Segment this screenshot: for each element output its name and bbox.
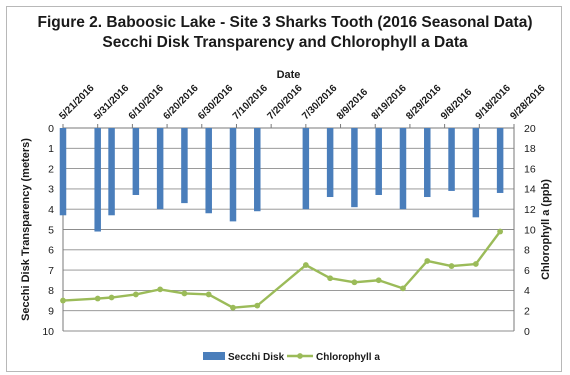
right-tick-label: 6	[524, 265, 530, 277]
right-tick-label: 14	[524, 184, 536, 196]
left-tick-label: 10	[42, 326, 54, 338]
chlorophyll-point	[400, 285, 406, 292]
left-tick-label: 2	[48, 163, 54, 175]
secchi-bar	[108, 128, 115, 216]
date-tick-label: 8/9/2016	[335, 87, 371, 123]
secchi-bar	[326, 128, 334, 198]
left-tick-label: 4	[48, 204, 54, 216]
date-tick-label: 5/31/2016	[92, 83, 132, 123]
date-tick-label: 7/30/2016	[300, 83, 340, 123]
date-tick-label: 6/10/2016	[127, 83, 167, 123]
secchi-bar	[132, 128, 140, 195]
chlorophyll-point	[327, 275, 334, 282]
date-tick-label: 5/21/2016	[57, 83, 97, 123]
right-tick-label: 18	[524, 143, 536, 155]
chlorophyll-point	[60, 297, 66, 304]
right-tick-label: 2	[524, 306, 530, 318]
chlorophyll-point	[254, 302, 261, 309]
left-tick-label: 9	[48, 306, 54, 318]
left-tick-label: 5	[48, 224, 54, 236]
right-tick-label: 20	[524, 123, 536, 135]
secchi-bar	[302, 128, 310, 210]
chlorophyll-point	[497, 228, 504, 235]
date-tick-label: 7/20/2016	[265, 83, 305, 123]
left-tick-label: 3	[48, 184, 54, 196]
chlorophyll-point	[181, 290, 188, 297]
left-tick-label: 7	[48, 265, 54, 277]
secchi-bar	[448, 128, 455, 191]
chlorophyll-point	[302, 262, 309, 268]
chlorophyll-point	[108, 294, 115, 301]
secchi-bar	[254, 128, 261, 212]
secchi-bar	[375, 128, 382, 195]
right-tick-label: 4	[524, 285, 530, 297]
left-tick-label: 8	[48, 285, 54, 297]
chlorophyll-point	[351, 279, 358, 286]
chlorophyll-point	[375, 277, 382, 284]
left-tick-label: 6	[48, 245, 54, 257]
secchi-bar	[424, 128, 431, 198]
secchi-bar	[94, 128, 101, 232]
legend-label-secchi: Secchi Disk	[228, 352, 285, 363]
chlorophyll-point	[205, 291, 212, 298]
chart-title: Figure 2. Baboosic Lake - Site 3 Sharks …	[37, 14, 533, 31]
secchi-bar	[496, 128, 504, 193]
secchi-bar	[229, 128, 237, 222]
x-axis-label: Date	[277, 69, 301, 81]
chlorophyll-point	[230, 304, 236, 311]
secchi-bar	[205, 128, 212, 214]
chlorophyll-point	[448, 263, 455, 269]
date-tick-label: 9/28/2016	[508, 83, 548, 123]
secchi-bar	[59, 128, 67, 216]
legend-label-chlorophyll: Chlorophyll a	[316, 352, 380, 363]
secchi-bar	[156, 128, 164, 210]
date-tick-label: 9/8/2016	[439, 87, 475, 123]
legend-swatch-secchi	[203, 352, 225, 360]
date-tick-label: 8/19/2016	[370, 83, 410, 123]
right-tick-label: 16	[524, 163, 536, 175]
secchi-bar	[181, 128, 188, 204]
right-tick-label: 10	[524, 224, 536, 236]
secchi-bar	[472, 128, 480, 218]
chart-subtitle: Secchi Disk Transparency and Chlorophyll…	[102, 34, 468, 51]
date-tick-label: 6/20/2016	[161, 83, 201, 123]
date-tick-label: 9/18/2016	[474, 83, 514, 123]
legend: Secchi Disk Chlorophyll a	[203, 352, 380, 363]
right-tick-label: 12	[524, 204, 536, 216]
right-tick-label: 0	[524, 326, 530, 338]
right-y-axis-label: Chlorophyll a (ppb)	[540, 179, 552, 280]
chlorophyll-point	[472, 261, 479, 267]
left-y-axis-label: Secchi Disk Transparency (meters)	[20, 138, 32, 321]
date-tick-label: 6/30/2016	[196, 83, 236, 123]
chlorophyll-line	[62, 230, 502, 309]
date-tick-label: 8/29/2016	[404, 83, 444, 123]
date-tick-label: 7/10/2016	[231, 83, 271, 123]
gridlines	[63, 127, 514, 332]
left-tick-label: 1	[48, 143, 54, 155]
left-tick-label: 0	[48, 123, 54, 135]
chlorophyll-point	[94, 295, 101, 302]
right-tick-label: 8	[524, 245, 530, 257]
chlorophyll-point	[132, 291, 139, 298]
secchi-bar	[351, 128, 358, 208]
chlorophyll-point	[157, 286, 164, 293]
secchi-bar	[399, 128, 407, 210]
chlorophyll-point	[424, 258, 431, 264]
legend-marker-chlorophyll	[297, 353, 303, 359]
